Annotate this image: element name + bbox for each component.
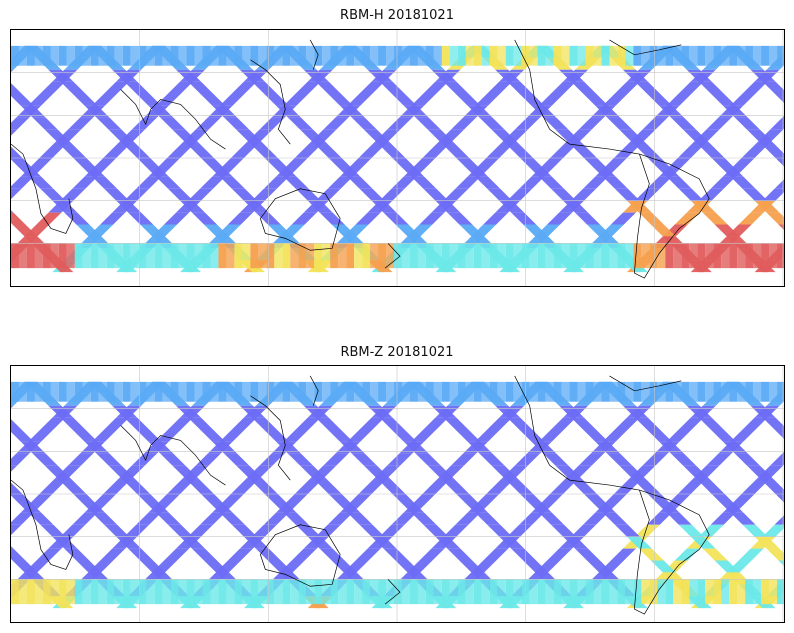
graticule: [11, 366, 784, 622]
map-svg-bottom: [11, 366, 784, 622]
panel-title-top: RBM-H 20181021: [340, 8, 454, 23]
map-panel-rbm-h: [10, 29, 785, 287]
panel-title-bottom: RBM-Z 20181021: [340, 345, 454, 360]
coastlines: [11, 39, 710, 279]
map-svg-top: [11, 30, 784, 286]
map-panel-rbm-z: [10, 365, 785, 623]
swath-layer: [11, 45, 784, 273]
swath-layer: [11, 381, 784, 609]
coastlines: [11, 375, 710, 615]
